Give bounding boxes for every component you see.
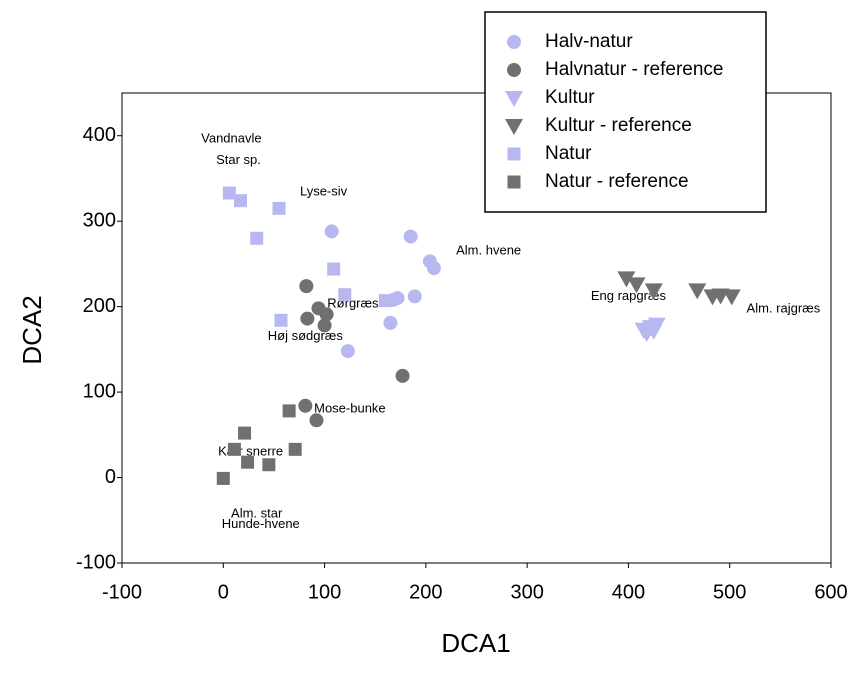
x-axis-label: DCA1 [441, 628, 510, 658]
point [272, 201, 286, 215]
point [617, 271, 636, 288]
legend-marker [505, 91, 523, 107]
point [340, 344, 355, 359]
point [395, 368, 410, 383]
annotation: Mose-bunke [314, 401, 386, 416]
point [241, 455, 255, 469]
point [227, 442, 241, 456]
legend-marker [507, 147, 521, 161]
x-tick-label: 200 [409, 581, 442, 603]
point [298, 398, 313, 413]
point [338, 288, 352, 302]
point [309, 413, 324, 428]
point [407, 289, 422, 304]
x-tick-label: 600 [814, 581, 847, 603]
point [250, 231, 264, 245]
y-tick-label: 200 [83, 295, 116, 317]
point [378, 294, 392, 308]
annotation: Star sp. [216, 152, 261, 167]
y-tick-label: 0 [105, 466, 116, 488]
point [327, 262, 341, 276]
legend-marker [505, 119, 523, 135]
legend-label: Halv-natur [545, 31, 633, 52]
point [688, 283, 707, 300]
point [319, 307, 334, 322]
point [317, 318, 332, 333]
point [299, 279, 314, 294]
x-tick-label: 0 [218, 581, 229, 603]
y-axis-label: DCA2 [17, 295, 47, 364]
legend-label: Halvnatur - reference [545, 59, 723, 80]
y-tick-label: 100 [83, 380, 116, 402]
point [627, 277, 646, 294]
plot-frame [121, 92, 832, 564]
x-tick-label: 300 [510, 581, 543, 603]
point [403, 229, 418, 244]
annotation: Alm. star [231, 506, 283, 521]
point [722, 289, 741, 306]
annotation: Vandnavle [201, 131, 261, 146]
point [238, 426, 252, 440]
y-tick-label: -100 [76, 551, 116, 573]
point [644, 283, 663, 300]
legend-marker [507, 63, 521, 77]
legend-label: Kultur [545, 87, 595, 108]
x-tick-label: -100 [102, 581, 142, 603]
legend-label: Kultur - reference [545, 115, 692, 136]
point [300, 311, 315, 326]
point [383, 315, 398, 330]
point [426, 261, 441, 276]
point [234, 194, 248, 208]
annotation: Hunde-hvene [222, 516, 300, 531]
point [324, 224, 339, 239]
legend-marker [507, 35, 521, 49]
x-tick-label: 100 [308, 581, 341, 603]
annotation: Alm. hvene [456, 243, 521, 258]
y-tick-label: 300 [83, 209, 116, 231]
legend-marker [507, 175, 521, 189]
x-tick-label: 500 [713, 581, 746, 603]
legend-label: Natur - reference [545, 171, 689, 192]
point [644, 323, 663, 340]
y-tick-label: 400 [83, 124, 116, 146]
legend-box [484, 11, 767, 213]
point [274, 313, 288, 327]
point [288, 442, 302, 456]
point [262, 458, 276, 472]
point [216, 471, 230, 485]
x-tick-label: 400 [612, 581, 645, 603]
annotation: Høj sødgræs [268, 328, 344, 343]
annotation: Eng rapgræs [591, 288, 667, 303]
point [282, 404, 296, 418]
annotation: Lyse-siv [300, 184, 348, 199]
point [222, 186, 236, 200]
annotation: Alm. rajgræs [747, 301, 821, 316]
legend-label: Natur [545, 143, 592, 164]
annotation: Rørgræs [327, 296, 379, 311]
